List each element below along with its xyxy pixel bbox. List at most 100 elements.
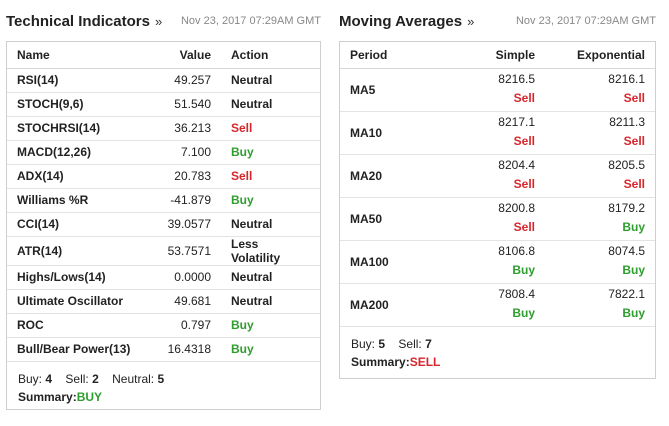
indicator-name: Highs/Lows(14) [7, 265, 157, 290]
ma-period: MA20 [340, 154, 450, 198]
indicator-name: MACD(12,26) [7, 140, 157, 165]
table-row: MA10 8217.1 Sell 8211.3 Sell [340, 111, 655, 155]
column-header-action: Action [221, 42, 320, 69]
moving-averages-header: Moving Averages» Nov 23, 2017 07:29AM GM… [339, 10, 656, 32]
ma-exponential-action: Sell [623, 176, 645, 191]
indicator-name: ADX(14) [7, 164, 157, 189]
neutral-count-label: Neutral: [112, 371, 155, 386]
summary-value: SELL [409, 354, 441, 369]
ma-exponential-value: 8179.2 [608, 200, 645, 215]
table-row: CCI(14) 39.0577 Neutral [7, 212, 320, 237]
summary-label: Summary: [18, 389, 77, 404]
technical-counts: Buy: 4 Sell: 2 Neutral: 5 [7, 372, 320, 386]
indicator-action: Buy [221, 313, 320, 338]
ma-period: MA200 [340, 283, 450, 327]
table-row: Williams %R -41.879 Buy [7, 188, 320, 213]
technical-indicators-title: Technical Indicators [6, 12, 150, 30]
column-header-value: Value [157, 42, 221, 69]
ma-exponential-value: 8211.3 [609, 114, 645, 129]
ma-exponential-action: Buy [622, 305, 645, 320]
buy-count-label: Buy: [351, 336, 376, 351]
moving-averages-title-link[interactable]: Moving Averages» [339, 13, 474, 30]
column-header-name: Name [7, 42, 157, 69]
moving-averages-table: Period Simple Exponential MA5 8216.5 Sell 8… [340, 42, 655, 327]
ma-simple-value: 8200.8 [498, 200, 535, 215]
ma-simple-action: Buy [512, 262, 535, 277]
indicator-name: RSI(14) [7, 68, 157, 93]
technical-indicators-header: Technical Indicators» Nov 23, 2017 07:29… [6, 10, 321, 32]
buy-count: 4 [45, 371, 53, 386]
ma-simple-action: Sell [513, 133, 535, 148]
indicator-action: Sell [221, 164, 320, 189]
ma-exponential-action: Buy [622, 262, 645, 277]
ma-exponential-value: 8216.1 [608, 71, 645, 86]
table-header-row: Name Value Action [7, 42, 320, 69]
ma-exponential-action: Sell [623, 133, 645, 148]
ma-exponential-value: 7822.1 [608, 286, 645, 301]
sell-count: 7 [425, 336, 432, 351]
ma-simple-cell: 7808.4 Buy [450, 283, 545, 327]
table-row: RSI(14) 49.257 Neutral [7, 68, 320, 93]
column-header-simple: Simple [450, 42, 545, 69]
table-row: ADX(14) 20.783 Sell [7, 164, 320, 189]
double-chevron-right-icon[interactable]: » [467, 13, 475, 29]
technical-indicators-title-link[interactable]: Technical Indicators» [6, 13, 162, 30]
ma-simple-value: 8216.5 [498, 71, 535, 86]
moving-averages-panel: Period Simple Exponential MA5 8216.5 Sell 8… [339, 41, 656, 379]
technical-indicators-panel: Name Value Action RSI(14) 49.257 Neutral ST… [6, 41, 321, 410]
sell-count: 2 [92, 371, 99, 386]
ma-exponential-cell: 8216.1 Sell [545, 68, 655, 112]
indicator-value: 51.540 [157, 92, 221, 117]
column-header-period: Period [340, 42, 450, 69]
ma-exponential-value: 8205.5 [608, 157, 645, 172]
ma-simple-cell: 8216.5 Sell [450, 68, 545, 112]
technical-summary: Summary:BUY [7, 390, 320, 404]
double-chevron-right-icon[interactable]: » [154, 13, 163, 29]
table-row: ATR(14) 53.7571 Less Volatility [7, 236, 320, 266]
indicator-action: Neutral [221, 289, 320, 314]
table-row: Bull/Bear Power(13) 16.4318 Buy [7, 337, 320, 362]
indicator-value: 20.783 [157, 164, 221, 189]
indicator-name: STOCHRSI(14) [7, 116, 157, 141]
indicator-name: ROC [7, 313, 157, 338]
indicator-value: 49.681 [157, 289, 221, 314]
ma-simple-value: 7808.4 [498, 286, 535, 301]
ma-simple-value: 8106.8 [498, 243, 535, 258]
moving-averages-date: Nov 23, 2017 07:29AM GMT [515, 15, 656, 27]
indicator-name: ATR(14) [7, 236, 157, 266]
summary-label: Summary: [351, 354, 410, 369]
summary-value: BUY [76, 389, 103, 404]
ma-simple-cell: 8106.8 Buy [450, 240, 545, 284]
ma-exponential-cell: 8074.5 Buy [545, 240, 655, 284]
ma-exponential-cell: 8211.3 Sell [545, 111, 655, 155]
moving-averages-rows: MA5 8216.5 Sell 8216.1 Sell MA10 8217.1 Sell 821… [340, 68, 655, 327]
ma-exponential-cell: 8205.5 Sell [545, 154, 655, 198]
sell-count-label: Sell: [398, 336, 422, 351]
table-row: MACD(12,26) 7.100 Buy [7, 140, 320, 165]
indicator-name: CCI(14) [7, 212, 157, 237]
indicator-value: 49.257 [157, 68, 221, 93]
neutral-count: 5 [157, 371, 165, 386]
ma-exponential-action: Sell [623, 90, 645, 105]
table-row: MA100 8106.8 Buy 8074.5 Buy [340, 240, 655, 284]
moving-counts: Buy: 5 Sell: 7 [340, 337, 655, 351]
indicator-action: Buy [221, 188, 320, 213]
ma-simple-cell: 8204.4 Sell [450, 154, 545, 198]
indicator-action: Neutral [221, 212, 320, 237]
table-row: MA50 8200.8 Sell 8179.2 Buy [340, 197, 655, 241]
indicator-action: Less Volatility [221, 236, 320, 266]
indicator-value: 0.0000 [157, 265, 221, 290]
ma-period: MA100 [340, 240, 450, 284]
technical-indicators-date: Nov 23, 2017 07:29AM GMT [180, 15, 321, 27]
ma-simple-action: Buy [512, 305, 535, 320]
table-row: STOCH(9,6) 51.540 Neutral [7, 92, 320, 117]
indicator-value: 36.213 [157, 116, 221, 141]
table-row: MA200 7808.4 Buy 7822.1 Buy [340, 283, 655, 327]
ma-period: MA5 [340, 68, 450, 112]
ma-simple-value: 8204.4 [498, 157, 535, 172]
indicator-action: Neutral [221, 68, 320, 93]
indicator-name: Bull/Bear Power(13) [7, 337, 157, 362]
indicator-value: 16.4318 [157, 337, 221, 362]
ma-simple-value: 8217.1 [498, 114, 535, 129]
ma-exponential-action: Buy [622, 219, 645, 234]
